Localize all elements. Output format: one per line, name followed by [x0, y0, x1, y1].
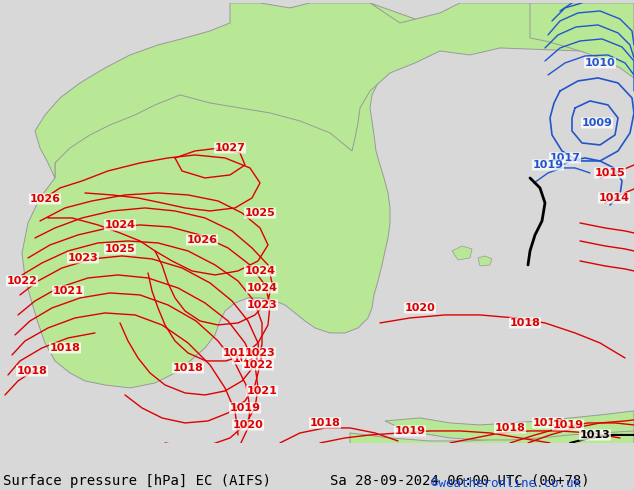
Text: 1020: 1020	[233, 420, 263, 430]
Polygon shape	[452, 246, 472, 260]
Text: 1022: 1022	[243, 360, 273, 370]
Text: 1022: 1022	[6, 276, 37, 286]
Text: 1024: 1024	[105, 220, 136, 230]
Polygon shape	[385, 411, 634, 440]
Text: 1019: 1019	[533, 160, 564, 170]
Text: 1018: 1018	[16, 366, 48, 376]
Text: 1015: 1015	[595, 168, 625, 178]
Text: 1020: 1020	[233, 354, 263, 364]
Text: 1018: 1018	[309, 418, 340, 428]
Text: ©weatheronline.co.uk: ©weatheronline.co.uk	[431, 477, 581, 490]
Text: 1019: 1019	[552, 420, 583, 430]
Text: 1014: 1014	[598, 193, 630, 203]
Text: 1025: 1025	[245, 208, 275, 218]
Text: 1027: 1027	[214, 143, 245, 153]
Text: 1021: 1021	[53, 286, 84, 296]
Text: 1023: 1023	[247, 300, 278, 310]
Text: Surface pressure [hPa] EC (AIFS): Surface pressure [hPa] EC (AIFS)	[3, 473, 271, 488]
Text: Sa 28-09-2024 06:00 UTC (00+78): Sa 28-09-2024 06:00 UTC (00+78)	[330, 473, 590, 488]
Text: 1025: 1025	[105, 244, 136, 254]
Polygon shape	[350, 428, 634, 490]
Text: 1018: 1018	[510, 318, 540, 328]
Text: 1019: 1019	[394, 426, 425, 436]
Text: 1019: 1019	[223, 348, 254, 358]
Text: 1023: 1023	[245, 348, 275, 358]
Text: 1010: 1010	[585, 58, 616, 68]
Text: 1013: 1013	[579, 430, 611, 440]
Text: 1009: 1009	[581, 118, 612, 128]
Text: 1019: 1019	[230, 403, 261, 413]
Polygon shape	[22, 3, 460, 388]
Text: 1026: 1026	[186, 235, 217, 245]
Text: 1018: 1018	[495, 423, 526, 433]
Text: 1026: 1026	[30, 194, 60, 204]
Text: 1018: 1018	[49, 343, 81, 353]
Text: 1018: 1018	[172, 363, 204, 373]
Polygon shape	[478, 256, 492, 266]
Text: 1021: 1021	[247, 386, 278, 396]
Polygon shape	[530, 3, 634, 78]
Text: 1024: 1024	[247, 283, 278, 293]
Text: 1020: 1020	[404, 303, 436, 313]
Text: 1017: 1017	[550, 153, 581, 163]
Text: 1024: 1024	[245, 266, 276, 276]
Text: 1018: 1018	[533, 418, 564, 428]
Polygon shape	[35, 3, 634, 178]
Text: 1023: 1023	[68, 253, 98, 263]
